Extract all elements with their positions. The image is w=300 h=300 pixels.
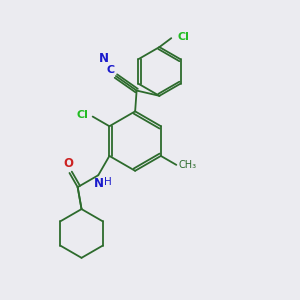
Text: C: C (107, 64, 115, 75)
Text: CH₃: CH₃ (179, 160, 197, 170)
Text: Cl: Cl (177, 32, 189, 42)
Text: Cl: Cl (76, 110, 88, 120)
Text: O: O (63, 157, 73, 170)
Text: N: N (99, 52, 109, 65)
Text: H: H (104, 177, 112, 187)
Text: N: N (94, 177, 104, 190)
